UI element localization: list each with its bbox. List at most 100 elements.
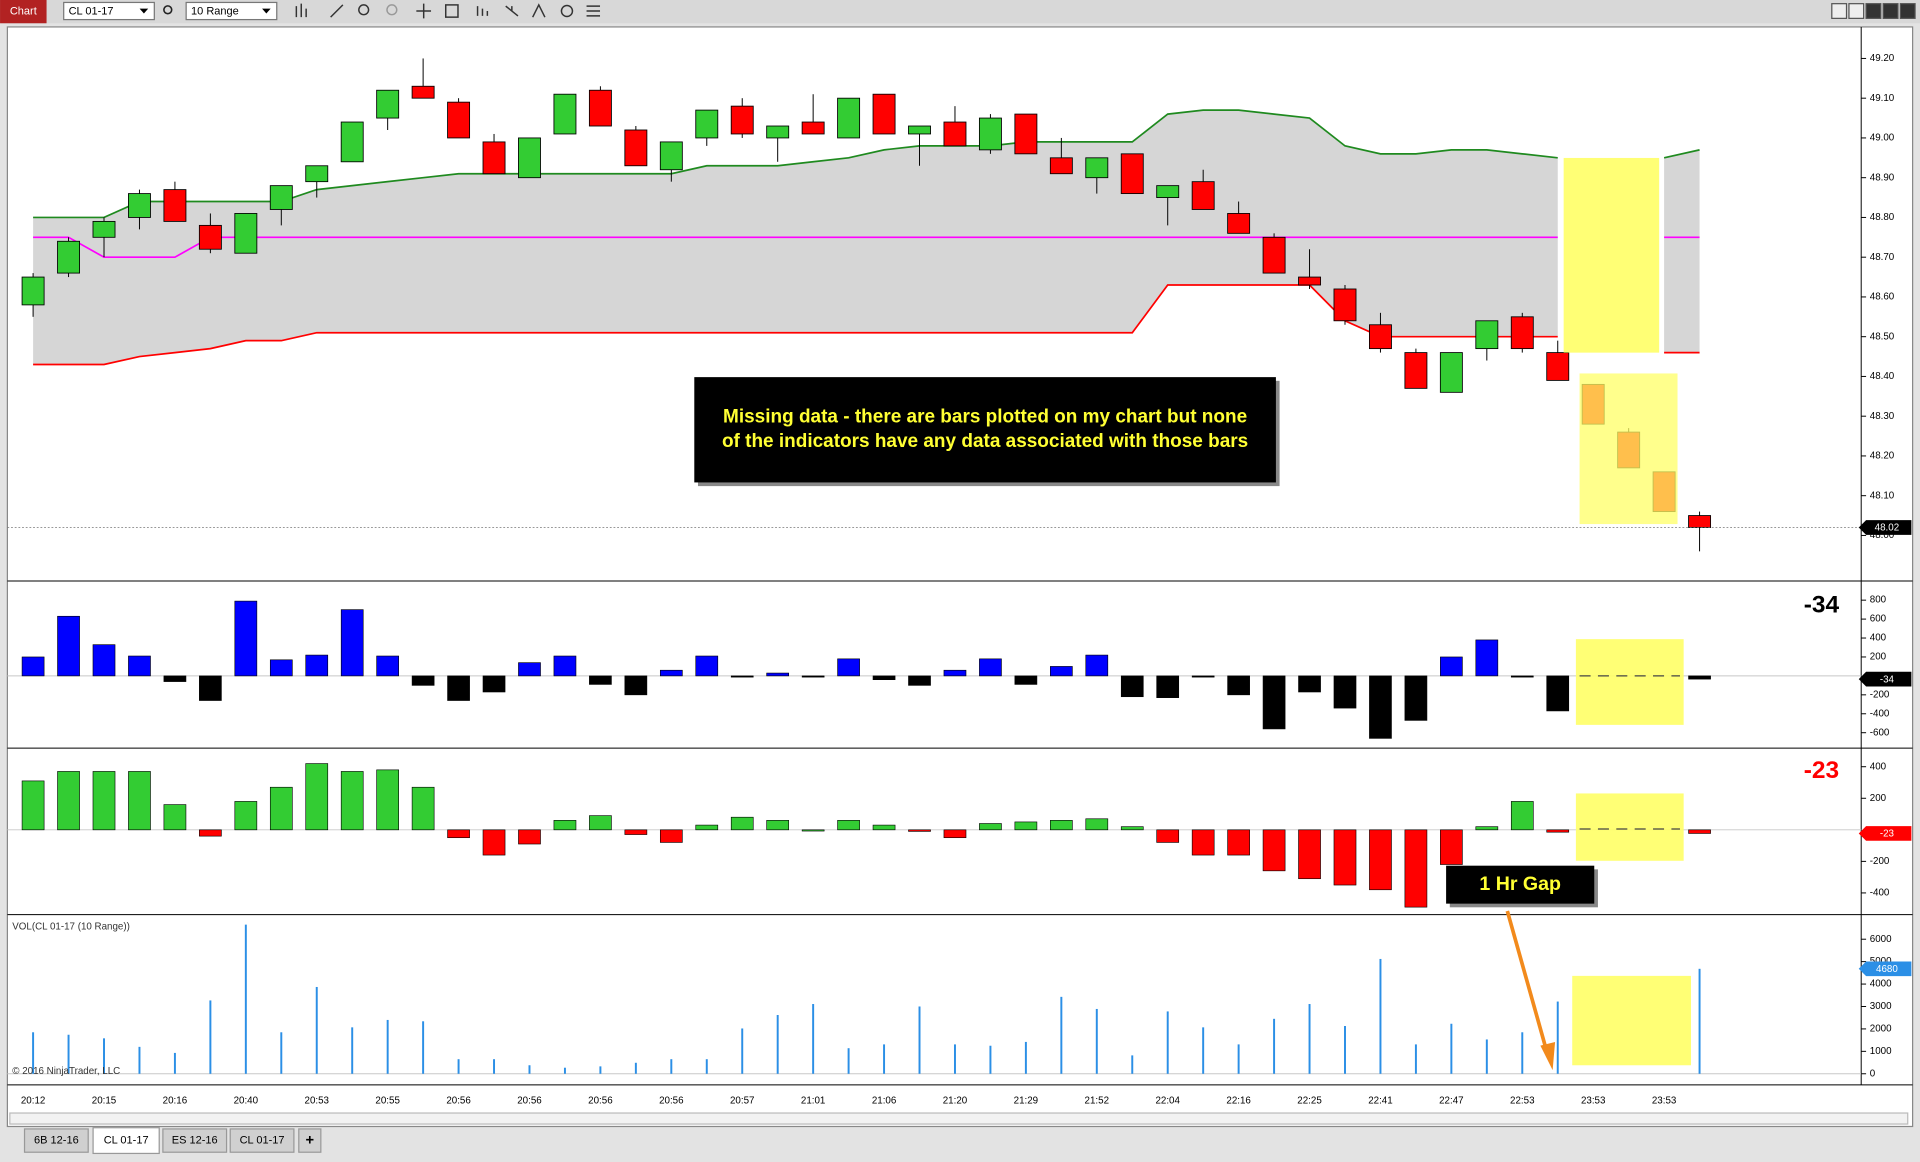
- menu-button[interactable]: [586, 5, 601, 17]
- indicators-button[interactable]: [476, 6, 489, 16]
- maximize-button[interactable]: [1882, 3, 1899, 19]
- search-button[interactable]: [163, 5, 173, 15]
- candle-body: [1227, 213, 1251, 234]
- minimize-button[interactable]: [1865, 3, 1882, 19]
- y-tick-label: 49.20: [1870, 53, 1895, 64]
- annotation-box: [694, 377, 1276, 483]
- bar: [1166, 1011, 1169, 1074]
- tab-label: CL 01-17: [240, 1134, 285, 1146]
- bar: [1060, 996, 1063, 1074]
- dropdown-arrow: [262, 8, 271, 14]
- window-title: Chart: [10, 6, 37, 18]
- x-tick-label: 22:41: [1368, 1095, 1392, 1106]
- x-tick-label: 20:57: [730, 1095, 754, 1106]
- y-tick-label: -600: [1870, 727, 1890, 738]
- bar: [1191, 675, 1215, 678]
- candle-body: [305, 165, 329, 183]
- bar: [1191, 829, 1215, 856]
- x-tick-label: 20:56: [517, 1095, 542, 1106]
- x-tick-label: 22:47: [1439, 1095, 1463, 1106]
- bar-type-select[interactable]: [185, 1, 278, 21]
- bar: [234, 600, 258, 677]
- bar: [943, 669, 967, 677]
- bar: [411, 786, 435, 831]
- bar: [659, 829, 683, 843]
- value-tag: [1858, 961, 1912, 977]
- x-tick-label: 23:53: [1581, 1095, 1606, 1106]
- draw-button[interactable]: [330, 4, 344, 18]
- bar: [812, 1004, 815, 1074]
- new-tab-button[interactable]: [298, 1128, 322, 1153]
- y-tick-label: 200: [1870, 793, 1887, 804]
- copyright: © 2016 NinjaTrader, LLC: [12, 1066, 120, 1077]
- y-tick-label: 49.00: [1870, 133, 1895, 144]
- bar: [1202, 1027, 1205, 1074]
- bar: [872, 675, 896, 680]
- window-buttons: [1831, 3, 1916, 19]
- x-tick-label: 20:56: [446, 1095, 471, 1106]
- x-tick-label: 22:16: [1226, 1095, 1251, 1106]
- scrollbar[interactable]: [9, 1112, 1909, 1125]
- bar: [589, 675, 612, 685]
- close-button[interactable]: [1899, 3, 1916, 19]
- tab[interactable]: [23, 1128, 89, 1153]
- highlight-box: [1579, 373, 1678, 525]
- bar: [872, 824, 896, 831]
- bars-button[interactable]: [295, 3, 307, 18]
- bar: [553, 820, 577, 831]
- bar: [908, 829, 931, 832]
- candle-body: [553, 93, 577, 135]
- bar: [138, 1046, 141, 1074]
- candle-body: [943, 121, 967, 147]
- bar: [1085, 654, 1109, 677]
- bar: [883, 1044, 886, 1074]
- tab[interactable]: [162, 1128, 228, 1153]
- chart-marks: 20:12 20:15 20:16 20:40 20:53 20:55 20:56 20:56…: [7, 53, 1912, 1106]
- tab-label: ES 12-16: [172, 1134, 218, 1146]
- x-tick-label: 22:53: [1510, 1095, 1535, 1106]
- bar: [269, 786, 293, 831]
- bar: [1404, 829, 1428, 908]
- zoom-out-button[interactable]: [386, 4, 398, 16]
- candle-body: [1510, 316, 1534, 350]
- candle-body: [92, 220, 116, 238]
- value-tag-label: 4680: [1876, 964, 1898, 975]
- strategies-button[interactable]: [505, 5, 519, 17]
- bar: [563, 1067, 566, 1074]
- bar: [918, 1006, 921, 1074]
- last-value: -23: [1804, 757, 1839, 784]
- bar: [411, 675, 435, 686]
- instrument-label: CL 01-17: [69, 6, 114, 18]
- bar: [244, 924, 247, 1074]
- zoom-in-button[interactable]: [358, 4, 370, 16]
- bar: [695, 655, 719, 677]
- tab[interactable]: [229, 1128, 295, 1153]
- value-tag-label: -34: [1880, 674, 1895, 685]
- properties-button[interactable]: [444, 4, 459, 18]
- bar: [979, 658, 1002, 677]
- crosshair-button[interactable]: [416, 3, 432, 19]
- x-tick-label: 22:04: [1155, 1095, 1180, 1106]
- tab-active[interactable]: [92, 1127, 160, 1155]
- drawing-tools-button[interactable]: [532, 3, 546, 18]
- restore-button[interactable]: [1831, 3, 1848, 19]
- bar: [801, 829, 825, 832]
- candle-body: [1439, 352, 1463, 393]
- x-tick-label: 20:55: [375, 1095, 400, 1106]
- instrument-select[interactable]: [63, 1, 155, 21]
- candle-body: [1049, 157, 1073, 175]
- y-tick-label: 6000: [1870, 934, 1892, 945]
- last-value: -34: [1804, 592, 1840, 619]
- bar: [422, 1021, 425, 1074]
- candle-body: [21, 276, 45, 306]
- bar: [553, 655, 577, 677]
- candle-body: [1688, 515, 1712, 528]
- bar: [1298, 829, 1321, 880]
- y-tick-label: 49.10: [1870, 93, 1895, 104]
- reload-button[interactable]: [560, 4, 574, 18]
- bar: [21, 656, 45, 677]
- y-tick-label: 48.40: [1870, 371, 1895, 382]
- y-tick-label: 800: [1870, 595, 1887, 606]
- tile-button[interactable]: [1848, 3, 1865, 19]
- candle-body: [482, 141, 506, 175]
